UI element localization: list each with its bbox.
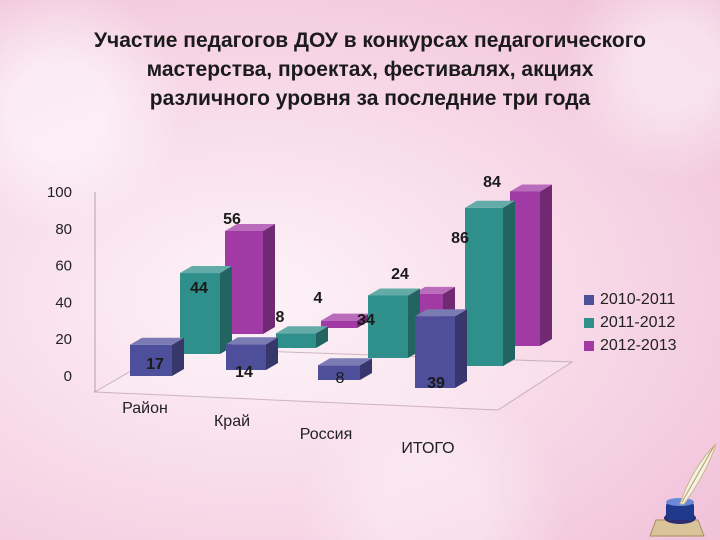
bar-1-3-side (360, 358, 372, 380)
bar-3-1-side (263, 223, 275, 334)
bar-1-4-top (415, 309, 467, 317)
legend-label-series-3: 2012-2013 (600, 336, 677, 354)
legend-item-series-1: 2010-2011 (584, 288, 677, 311)
bar-3-4-top (510, 184, 552, 192)
data-label: 84 (483, 174, 501, 191)
legend-swatch-series-2 (584, 317, 594, 328)
legend-label-series-2: 2011-2012 (600, 313, 676, 331)
bar-2-2-front (276, 333, 316, 348)
data-label: 39 (427, 375, 445, 392)
data-label: 56 (223, 211, 241, 228)
y-tick-label: 80 (55, 221, 72, 238)
bar-1-3-top (318, 358, 372, 366)
legend-item-series-2: 2011-2012 (584, 311, 677, 334)
x-tick-label: ИТОГО (401, 440, 454, 457)
bar-3-3-top (413, 286, 455, 294)
x-tick-label: Край (214, 413, 250, 430)
y-tick-label: 60 (55, 258, 72, 275)
chart-legend: 2010-2011 2011-2012 2012-2013 (584, 288, 677, 357)
bar-3-1-top (225, 223, 275, 231)
x-tick-label: Россия (300, 426, 352, 443)
bar-2-1-top (180, 266, 232, 274)
data-label: 86 (451, 230, 469, 247)
bar-3-4-side (540, 184, 552, 346)
y-tick-label: 100 (47, 184, 72, 201)
legend-label-series-1: 2010-2011 (600, 290, 676, 308)
bar-1-2-top (226, 337, 278, 345)
bar-1-1-side (172, 337, 184, 376)
data-label: 8 (276, 309, 285, 326)
bar-1-1-front (130, 344, 172, 376)
data-label: 17 (146, 356, 164, 373)
data-label: 44 (190, 280, 208, 297)
title-line-3: различного уровня за последние три года (149, 87, 591, 110)
bar-2-1-side (220, 266, 232, 354)
quill-inkwell-icon (649, 443, 717, 537)
data-label: 14 (235, 364, 253, 381)
bar-1-3-front (318, 365, 360, 380)
y-tick-label: 20 (55, 331, 72, 348)
data-label: 4 (314, 290, 323, 307)
legend-swatch-series-1 (584, 294, 594, 305)
title-line-2: мастерства, проектах, фестивалях, акциях (146, 58, 594, 81)
y-tick-label: 0 (64, 368, 72, 385)
bar-2-4-side (503, 200, 515, 366)
bar-1-1-top (130, 337, 184, 345)
bar-1-2-front (226, 344, 266, 370)
legend-item-series-3: 2012-2013 (584, 334, 677, 357)
legend-swatch-series-3 (584, 340, 594, 351)
bar-2-2-side (316, 326, 328, 348)
x-tick-label: Район (122, 400, 168, 417)
bar-2-4-front (465, 207, 503, 366)
data-label: 8 (336, 370, 345, 387)
y-tick-label: 40 (55, 294, 72, 311)
bar-2-1-front (180, 273, 220, 354)
bar-3-2-front (321, 320, 357, 328)
data-label: 34 (357, 312, 375, 329)
bar-1-4-side (455, 309, 467, 388)
bar-2-4-top (465, 200, 515, 208)
chart-title: Участие педагогов ДОУ в конкурсах педаго… (40, 26, 700, 113)
data-label: 24 (391, 266, 409, 283)
title-line-1: Участие педагогов ДОУ в конкурсах педаго… (93, 29, 647, 52)
bar-2-3-front (368, 295, 408, 358)
bar-3-2-side (357, 313, 369, 328)
bar-2-2-top (276, 326, 328, 334)
bar-3-2-top (321, 313, 369, 321)
bar-1-4-front (415, 316, 455, 388)
bar-1-2-side (266, 337, 278, 370)
bar-2-3-top (368, 288, 420, 296)
